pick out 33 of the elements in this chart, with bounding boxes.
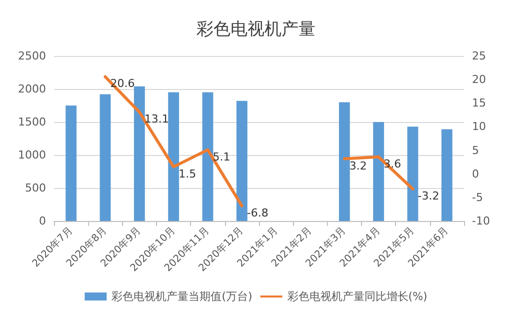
legend-label: 彩色电视机产量当期值(万台) <box>112 290 252 303</box>
data-label: 13.1 <box>144 112 169 126</box>
data-label: 1.5 <box>178 167 196 180</box>
y2-tick-label: -10 <box>472 214 490 228</box>
chart-title: 彩色电视机产量 <box>196 20 316 40</box>
y2-tick-label: 20 <box>472 73 486 86</box>
bar <box>100 94 111 221</box>
y2-tick-label: 15 <box>472 96 486 110</box>
y-tick-label: 1000 <box>18 148 46 162</box>
y-tick-label: 2500 <box>18 50 46 62</box>
bar <box>373 122 384 221</box>
bar <box>407 126 418 221</box>
bar <box>441 129 452 221</box>
y-tick-label: 500 <box>25 182 46 194</box>
data-label: -3.2 <box>418 189 440 202</box>
bar <box>236 100 248 221</box>
legend-label: 彩色电视机产量同比增长(%) <box>287 290 428 303</box>
y-tick-label: 0 <box>39 214 46 228</box>
bar <box>66 106 77 221</box>
bar <box>168 92 180 221</box>
bar <box>134 86 145 221</box>
y2-tick-label: 10 <box>472 120 486 134</box>
y2-tick-label: 25 <box>472 50 486 62</box>
data-label: 3.2 <box>349 159 367 172</box>
bar <box>338 102 350 221</box>
y2-tick-label: -5 <box>472 190 483 204</box>
y2-tick-label: 5 <box>472 144 479 157</box>
y-tick-label: 1500 <box>18 116 46 128</box>
data-label: -6.8 <box>246 206 268 220</box>
y-tick-label: 2000 <box>18 82 46 96</box>
data-label: 5.1 <box>212 150 230 164</box>
bar <box>202 92 214 221</box>
y2-tick-label: 0 <box>472 167 479 180</box>
